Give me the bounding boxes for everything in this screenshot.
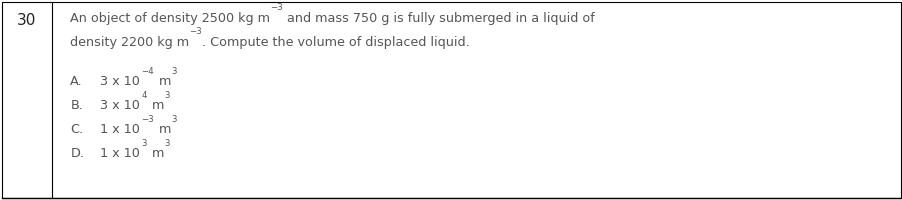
Text: 3: 3 [171,67,177,76]
Text: 1 x 10: 1 x 10 [100,147,140,160]
Text: B.: B. [70,99,83,112]
Text: m: m [148,99,164,112]
Text: 4: 4 [141,91,147,100]
Text: 1 x 10: 1 x 10 [100,123,140,136]
Text: C.: C. [70,123,83,136]
Text: An object of density 2500 kg m: An object of density 2500 kg m [70,12,270,25]
Text: −3: −3 [189,27,202,36]
Text: 30: 30 [16,13,36,28]
Text: A.: A. [70,75,83,88]
Text: 3: 3 [164,139,170,148]
Text: m: m [148,147,164,160]
Text: −4: −4 [141,67,154,76]
Text: 3: 3 [141,139,147,148]
Text: m: m [155,75,171,88]
Text: density 2200 kg m: density 2200 kg m [70,36,189,49]
Text: and mass 750 g is fully submerged in a liquid of: and mass 750 g is fully submerged in a l… [283,12,594,25]
Text: m: m [155,123,171,136]
Text: 3 x 10: 3 x 10 [100,75,140,88]
Text: 3: 3 [164,91,170,100]
Text: . Compute the volume of displaced liquid.: . Compute the volume of displaced liquid… [202,36,469,49]
Text: −3: −3 [270,3,283,12]
Text: D.: D. [70,147,84,160]
Text: 3: 3 [171,115,177,124]
Text: 3 x 10: 3 x 10 [100,99,140,112]
Text: −3: −3 [141,115,154,124]
